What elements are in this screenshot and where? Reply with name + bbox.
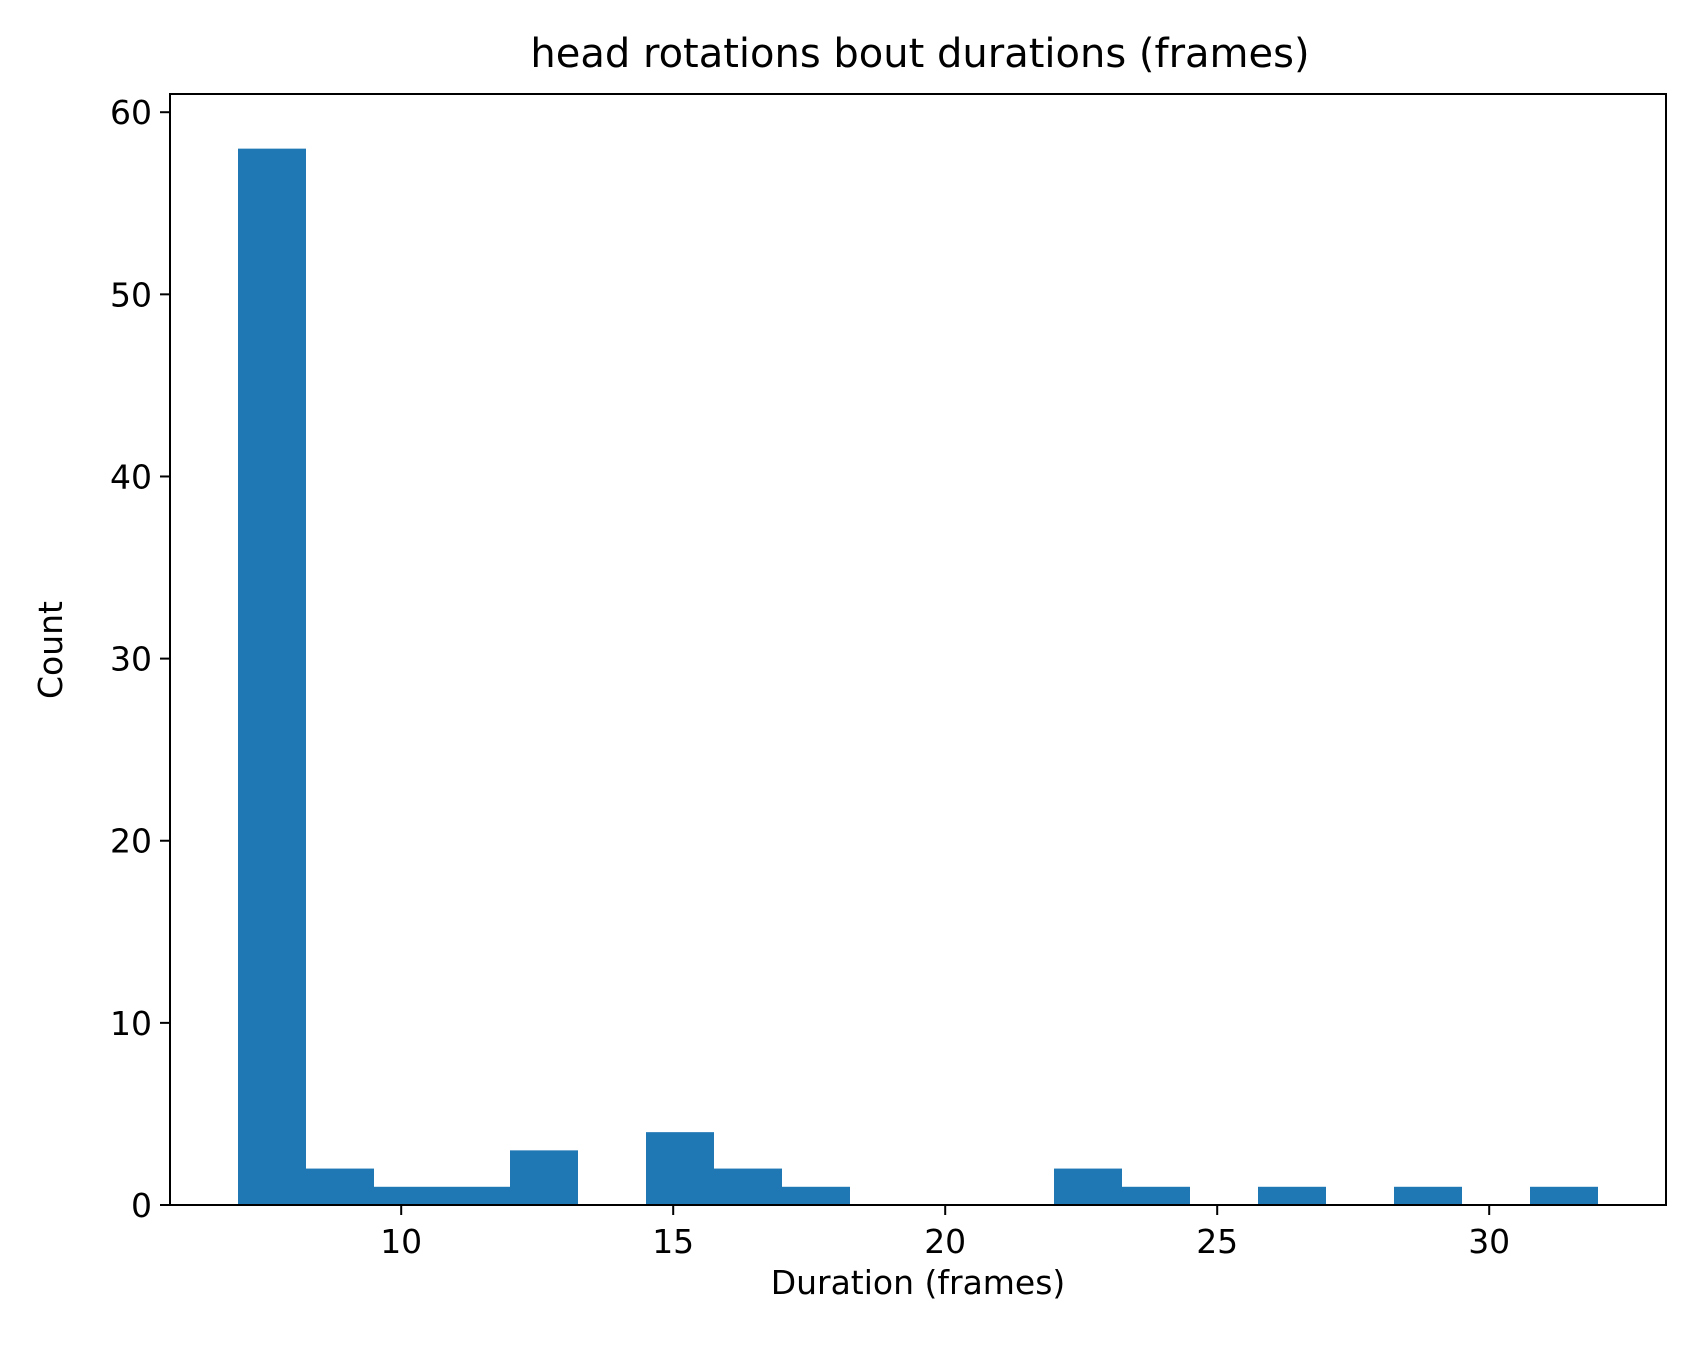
histogram-bar [714,1168,782,1205]
plot-frame [169,93,1667,1206]
bars-group [238,148,1598,1205]
histogram-bar [510,1150,578,1205]
chart-title: head rotations bout durations (frames) [530,31,1309,77]
y-axis-ticks: 0 10 20 30 40 50 60 [110,93,170,1225]
histogram-bar [646,1132,714,1205]
y-tick-label: 50 [110,275,152,314]
y-tick-label: 60 [110,93,152,132]
histogram-bar [374,1186,442,1205]
y-tick-label: 0 [131,1186,152,1225]
y-tick-label: 20 [110,822,152,861]
histogram-bar [1258,1186,1326,1205]
histogram-bar [782,1186,850,1205]
histogram-bar [442,1186,510,1205]
histogram-bar [1054,1168,1122,1205]
x-axis-ticks: 10 15 20 25 30 [380,1205,1510,1261]
histogram-bar [1122,1186,1190,1205]
x-axis-label: Duration (frames) [771,1263,1066,1302]
y-tick-label: 30 [110,640,152,679]
y-axis-label: Count [31,601,70,699]
histogram-bar [1530,1186,1598,1205]
x-tick-label: 20 [924,1222,966,1261]
x-tick-label: 25 [1196,1222,1238,1261]
x-tick-label: 15 [652,1222,694,1261]
histogram-bar [1394,1186,1462,1205]
x-tick-label: 10 [380,1222,422,1261]
x-tick-label: 30 [1468,1222,1510,1261]
y-tick-label: 40 [110,457,152,496]
histogram-bar [306,1168,374,1205]
histogram-bar [238,148,306,1205]
y-tick-label: 10 [110,1004,152,1043]
